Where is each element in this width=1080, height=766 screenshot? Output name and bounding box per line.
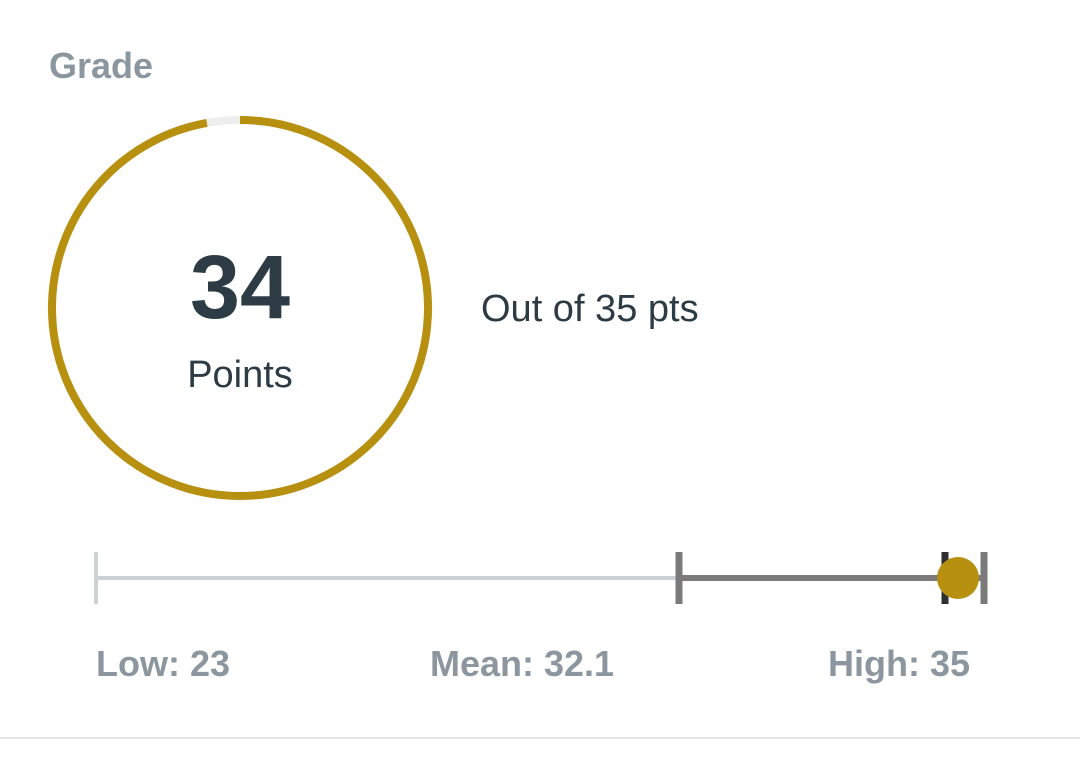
score-caption: Points [187,354,293,396]
bottom-divider [0,737,1080,739]
student-score-marker [937,557,979,599]
score-value: 34 [189,238,291,338]
score-ring-progress [48,116,432,500]
score-ring-graphic [48,116,432,500]
score-ring: 34 Points [44,112,436,504]
score-distribution-chart [94,552,988,604]
section-title: Grade [49,45,154,86]
distribution-low-label: Low: 23 [96,643,231,684]
points-possible-text: Out of 35 pts [481,288,699,330]
distribution-mean-label: Mean: 32.1 [430,643,615,684]
distribution-high-label: High: 35 [828,643,971,684]
